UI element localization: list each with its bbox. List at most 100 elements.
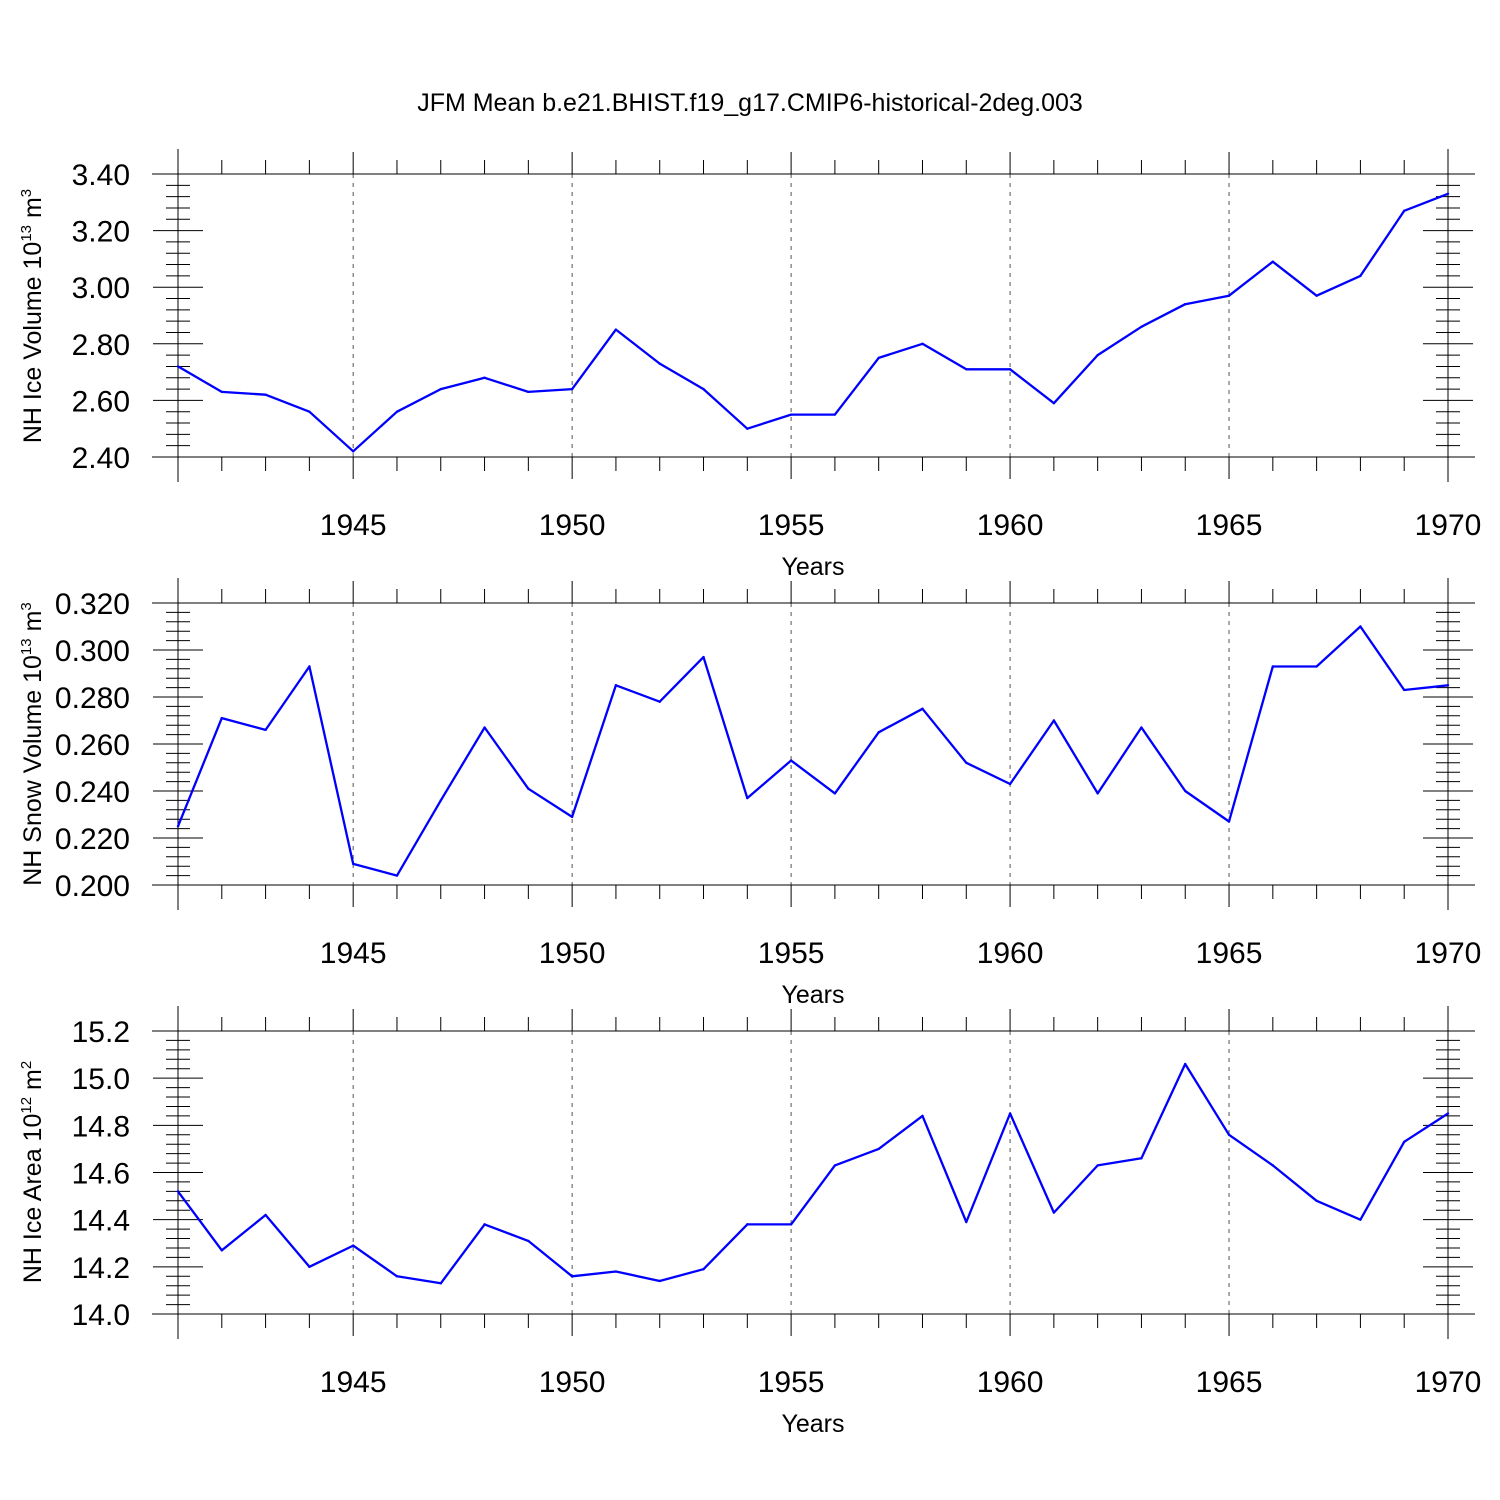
data-point (527, 787, 530, 790)
data-point (570, 387, 574, 391)
data-point (1271, 1164, 1275, 1167)
y-tick-label: 14.6 (72, 1158, 130, 1191)
x-tick-label: 1945 (320, 937, 387, 970)
data-point (1446, 192, 1450, 196)
data-point (1403, 688, 1406, 692)
data-point (570, 1275, 574, 1278)
data-point (220, 716, 223, 720)
data-point (1096, 353, 1099, 357)
series-line (177, 192, 1449, 453)
x-tick-label: 1945 (320, 1366, 387, 1399)
series-line (176, 625, 1449, 877)
x-tick-label: 1970 (1415, 1366, 1482, 1399)
data-point (1315, 665, 1318, 668)
data-point (351, 1244, 355, 1247)
y-tick-label: 0.320 (55, 588, 130, 621)
y-tick-label: 3.40 (72, 159, 130, 192)
y-tick-label: 2.40 (72, 442, 130, 475)
data-point (1315, 1199, 1318, 1203)
data-point (308, 1265, 311, 1269)
data-point (702, 387, 705, 391)
data-point (264, 393, 267, 396)
y-tick-label: 0.220 (55, 823, 130, 856)
data-point (570, 815, 574, 819)
data-point (789, 759, 793, 762)
y-tick-label: 14.0 (72, 1299, 130, 1332)
y-tick-label: 0.200 (55, 870, 130, 903)
data-point (614, 684, 618, 687)
data-point (308, 665, 311, 668)
data-point (176, 365, 180, 368)
data-point (789, 413, 793, 416)
data-point (264, 728, 267, 732)
data-point (833, 1164, 837, 1167)
data-point (746, 427, 749, 430)
data-point (264, 1213, 267, 1217)
y-tick-label: 0.240 (55, 776, 130, 809)
data-point (395, 1275, 399, 1278)
data-point (614, 1270, 618, 1273)
panels: 2.40 2.60 2.80 3.00 3.20 3.40 1945 1950 1955 1960… (18, 149, 1481, 1438)
data-point (965, 761, 968, 764)
data-point (1227, 820, 1231, 823)
data-point (1271, 665, 1275, 668)
data-point (1359, 625, 1362, 628)
data-point (527, 1239, 530, 1243)
data-point (965, 1220, 968, 1224)
x-tick-label: 1965 (1196, 509, 1263, 542)
x-tick-label: 1950 (539, 509, 606, 542)
data-point (1227, 294, 1231, 297)
data-point (527, 390, 530, 394)
y-tick-label: 15.2 (72, 1016, 130, 1049)
x-tick-label: 1950 (539, 1366, 606, 1399)
data-point (351, 862, 355, 866)
data-point (1140, 325, 1143, 329)
y-tick-label: 3.20 (72, 216, 130, 249)
data-point (1008, 782, 1012, 786)
data-point (702, 655, 705, 659)
data-point (1227, 1133, 1231, 1136)
x-tick-label: 1965 (1196, 937, 1263, 970)
data-point (351, 450, 355, 453)
data-point (833, 792, 837, 795)
x-tick-label: 1945 (320, 509, 387, 542)
data-point (439, 387, 442, 391)
data-point (614, 328, 618, 331)
data-point (1096, 1164, 1099, 1167)
x-axis-label: Years (781, 981, 844, 1009)
panel-2: 0.200 0.220 0.240 0.260 0.280 0.300 0.320 1945 1… (18, 578, 1481, 1009)
y-tick-label: 2.80 (72, 329, 130, 362)
x-tick-label: 1960 (977, 1366, 1044, 1399)
data-point (746, 1223, 749, 1226)
data-point (1315, 294, 1318, 297)
data-point (1271, 260, 1275, 263)
x-tick-label: 1970 (1415, 509, 1482, 542)
data-point (1052, 719, 1056, 722)
y-tick-label: 0.280 (55, 682, 130, 715)
data-point (308, 410, 311, 413)
data-point (1446, 1112, 1450, 1115)
y-tick-label: 14.4 (72, 1205, 130, 1238)
data-point (658, 1279, 661, 1283)
x-tick-label: 1950 (539, 937, 606, 970)
data-point (702, 1267, 705, 1271)
data-point (1140, 1157, 1143, 1160)
data-point (176, 1190, 180, 1193)
y-axis-label: NH Ice Area 1012 m2 (18, 1061, 47, 1283)
series-line (177, 1062, 1449, 1285)
data-point (1184, 789, 1187, 793)
data-point (1446, 684, 1450, 687)
data-point (220, 390, 223, 394)
data-point (395, 410, 399, 413)
x-tick-label: 1960 (977, 937, 1044, 970)
data-point (658, 362, 661, 365)
data-point (439, 1282, 442, 1285)
data-point (833, 413, 837, 416)
data-point (220, 1249, 223, 1252)
data-point (1008, 368, 1012, 371)
data-point (877, 1147, 880, 1151)
data-point (1403, 209, 1406, 212)
data-point (1359, 274, 1362, 278)
data-point (1052, 402, 1056, 405)
